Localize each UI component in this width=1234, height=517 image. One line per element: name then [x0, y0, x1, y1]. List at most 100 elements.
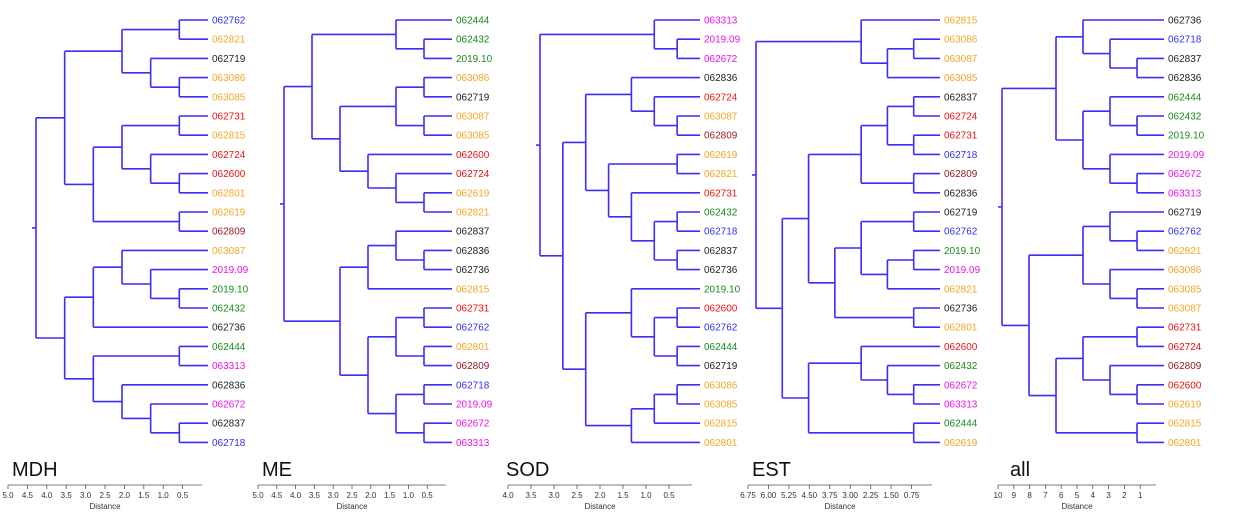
- leaf-label: 062724: [944, 112, 978, 123]
- leaf-label: 062836: [1168, 73, 1202, 84]
- leaf-label: 063085: [456, 131, 490, 142]
- leaf-label: 062724: [704, 92, 738, 103]
- tick-label: 8: [1027, 491, 1032, 500]
- leaf-label: 062444: [212, 342, 246, 353]
- dendrogram-panel-sod: 063313 2019.09 062672 062836 062724 063087 062…: [502, 16, 740, 512]
- leaf-label: 062801: [944, 323, 978, 334]
- leaf-label: 062837: [704, 246, 738, 257]
- leaf-label: 062762: [212, 16, 246, 27]
- tick-label: 0.5: [663, 491, 675, 500]
- tick-label: 2.25: [863, 491, 879, 500]
- leaf-label: 062801: [456, 342, 490, 353]
- tick-label: 5.0: [252, 491, 264, 500]
- leaf-label: 2019.09: [1168, 150, 1205, 161]
- leaf-label: 062718: [704, 227, 738, 238]
- leaf-label: 062821: [456, 208, 490, 219]
- leaf-label: 062432: [1168, 112, 1202, 123]
- leaf-label: 062731: [212, 112, 246, 123]
- leaf-label: 062815: [456, 284, 490, 295]
- tick-label: 0.75: [904, 491, 920, 500]
- axis-title: Distance: [89, 502, 121, 511]
- leaf-label: 063085: [944, 73, 978, 84]
- tick-label: 1.5: [617, 491, 629, 500]
- leaf-label: 062600: [456, 150, 490, 161]
- leaf-label: 062718: [1168, 35, 1202, 46]
- tick-label: 0.5: [177, 491, 189, 500]
- tick-label: 3.5: [61, 491, 73, 500]
- tick-label: 9: [1012, 491, 1017, 500]
- leaf-label: 2019.09: [704, 35, 741, 46]
- leaf-label: 2019.10: [704, 284, 741, 295]
- leaf-label: 062837: [944, 92, 978, 103]
- leaf-label: 062724: [212, 150, 246, 161]
- tick-label: 5: [1075, 491, 1080, 500]
- panel-title: MDH: [12, 459, 58, 481]
- leaf-label: 062731: [704, 188, 738, 199]
- leaf-label: 062809: [456, 361, 490, 372]
- leaf-label: 063313: [704, 16, 738, 27]
- leaf-label: 062672: [456, 419, 490, 430]
- tick-label: 6.75: [740, 491, 756, 500]
- leaf-label: 062736: [1168, 16, 1202, 27]
- tick-label: 3.5: [309, 491, 321, 500]
- panel-title: ME: [262, 459, 292, 481]
- leaf-label: 062719: [1168, 208, 1202, 219]
- panel-title: all: [1010, 459, 1030, 481]
- leaf-label: 062809: [1168, 361, 1202, 372]
- leaf-label: 063313: [1168, 188, 1202, 199]
- dendrogram-panel-est: 062815 063086 063087 063085 062837 062724 0627…: [740, 16, 980, 512]
- leaf-label: 062444: [944, 419, 978, 430]
- leaf-label: 062619: [1168, 400, 1202, 411]
- leaf-label: 062821: [1168, 246, 1202, 257]
- leaf-label: 063087: [704, 112, 738, 123]
- tick-label: 5.0: [2, 491, 14, 500]
- tick-label: 3.00: [842, 491, 858, 500]
- leaf-label: 062736: [456, 265, 490, 276]
- axis-title: Distance: [336, 502, 368, 511]
- leaf-label: 062762: [456, 323, 490, 334]
- leaf-label: 063086: [1168, 265, 1202, 276]
- leaf-label: 062444: [1168, 92, 1202, 103]
- tick-label: 1.5: [384, 491, 396, 500]
- panel-title: EST: [752, 459, 791, 481]
- tick-label: 2.0: [119, 491, 131, 500]
- leaf-label: 062724: [456, 169, 490, 180]
- leaf-label: 062600: [704, 304, 738, 315]
- tick-label: 4.0: [41, 491, 53, 500]
- leaf-label: 062821: [944, 284, 978, 295]
- leaf-label: 063313: [456, 438, 490, 449]
- leaf-label: 062619: [456, 188, 490, 199]
- leaf-label: 063087: [456, 112, 490, 123]
- tick-label: 1: [1138, 491, 1143, 500]
- leaf-label: 062837: [456, 227, 490, 238]
- tick-label: 3.0: [548, 491, 560, 500]
- leaf-label: 062731: [944, 131, 978, 142]
- leaf-label: 2019.09: [212, 265, 249, 276]
- leaf-label: 062736: [212, 323, 246, 334]
- tick-label: 1.0: [403, 491, 415, 500]
- panel-title: SOD: [506, 459, 549, 481]
- leaf-label: 063085: [704, 400, 738, 411]
- leaf-label: 062815: [704, 419, 738, 430]
- leaf-label: 062432: [944, 361, 978, 372]
- dendrogram-panel-all: 062736 062718 062837 062836 062444 062432 2019…: [994, 16, 1205, 512]
- leaf-label: 062600: [944, 342, 978, 353]
- leaf-label: 062719: [944, 208, 978, 219]
- leaf-label: 062718: [944, 150, 978, 161]
- leaf-label: 062809: [944, 169, 978, 180]
- tick-label: 2.0: [594, 491, 606, 500]
- leaf-label: 062815: [1168, 419, 1202, 430]
- leaf-label: 062736: [704, 265, 738, 276]
- leaf-label: 063087: [944, 54, 978, 65]
- leaf-label: 063085: [212, 92, 246, 103]
- leaf-label: 063086: [456, 73, 490, 84]
- leaf-label: 062444: [704, 342, 738, 353]
- leaf-label: 063313: [944, 400, 978, 411]
- leaf-label: 062809: [704, 131, 738, 142]
- tick-label: 1.0: [640, 491, 652, 500]
- tick-label: 5.25: [781, 491, 797, 500]
- tick-label: 1.5: [138, 491, 150, 500]
- leaf-label: 062836: [704, 73, 738, 84]
- leaf-label: 062719: [456, 92, 490, 103]
